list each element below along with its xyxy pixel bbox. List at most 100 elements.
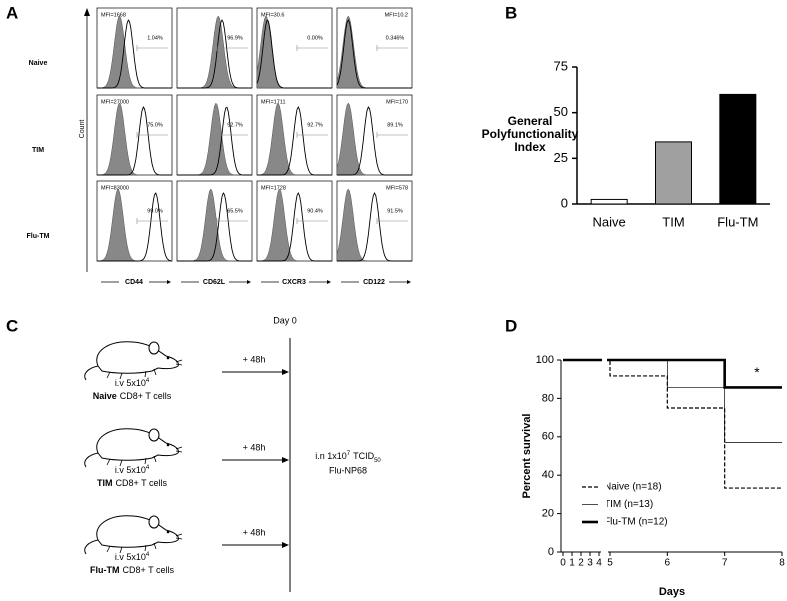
x-tick-label: Flu-TM [717, 214, 758, 229]
dose: i.v 5x10 [115, 378, 146, 388]
cell-label: Flu-TM CD8+ T cells [90, 565, 174, 575]
sample-histogram [97, 19, 172, 89]
dose: i.v 5x10 [115, 552, 146, 562]
column-label: CD122 [363, 279, 385, 286]
legend-label: TIM (n=13) [604, 499, 653, 510]
significance-annotation: * [754, 364, 760, 380]
row-label: Naive [29, 60, 48, 67]
arrow-head [282, 369, 289, 375]
percent-label: 92.7% [227, 122, 243, 128]
arrow-head [327, 280, 331, 284]
percent-label: 0.346% [386, 35, 405, 41]
delay-label: + 48h [243, 354, 266, 364]
sample-histogram [256, 19, 332, 89]
column-label: CXCR3 [282, 279, 306, 286]
panel-label: C [6, 316, 18, 335]
y-axis-label: General [508, 114, 553, 128]
panel-label: A [6, 3, 18, 22]
challenge-strain: Flu-NP68 [329, 465, 367, 475]
group-name: Naive [93, 391, 117, 401]
row-label: Flu-TM [27, 233, 50, 240]
arrow-head [407, 280, 411, 284]
x-tick-label: 2 [578, 558, 584, 569]
group-name: Flu-TM [90, 565, 120, 575]
axis-break [602, 356, 607, 552]
y-tick-label: 100 [536, 354, 554, 366]
dose: i.v 5x10 [115, 465, 146, 475]
sample-histogram [177, 18, 252, 89]
x-tick-label: TIM [662, 214, 684, 229]
y-axis-label: Percent survival [521, 414, 533, 499]
sample-histogram [337, 191, 412, 262]
unit: TCID [353, 451, 374, 461]
x-axis-label: Days [659, 586, 685, 598]
y-axis-label: Polyfunctionality [482, 127, 579, 141]
column-label: CD62L [203, 279, 226, 286]
flow-y-label: Count [79, 120, 86, 139]
arrow-head [84, 8, 90, 16]
panel-label: B [505, 3, 517, 22]
x-tick-label: 8 [779, 558, 785, 569]
mfi-label: MFI=27000 [101, 99, 129, 105]
y-tick-label: 60 [542, 431, 554, 443]
y-tick-label: 75 [554, 58, 568, 73]
cell-label: Naive CD8+ T cells [93, 391, 172, 401]
mouse-icon [84, 341, 183, 381]
row-label: TIM [32, 147, 44, 154]
y-tick-label: 80 [542, 392, 554, 404]
x-tick-label: 4 [596, 558, 602, 569]
arrow-head [282, 457, 289, 463]
sample-histogram [257, 105, 332, 176]
dose: i.n 1x10 [315, 451, 347, 461]
challenge-dose: i.n 1x107 TCID50 [315, 451, 381, 464]
dose-label: i.v 5x104 [115, 465, 150, 476]
exponent: 7 [347, 451, 351, 457]
x-tick-label: Naive [593, 214, 626, 229]
y-tick-label: 0 [561, 195, 568, 210]
percent-label: 65.5% [227, 208, 243, 214]
mfi-label: MFI=1711 [261, 99, 286, 105]
delay-label: + 48h [243, 527, 266, 537]
y-tick-label: 40 [542, 469, 554, 481]
cell-type: CD8+ T cells [116, 478, 168, 488]
dose-label: i.v 5x104 [115, 552, 150, 563]
x-tick-label: 3 [587, 558, 593, 569]
percent-label: 89.1% [387, 122, 403, 128]
x-tick-label: 6 [665, 558, 671, 569]
panel-label: D [505, 316, 517, 335]
mfi-label: MFI=83000 [101, 185, 129, 191]
mfi-label: MFI=30.6 [261, 12, 284, 18]
percent-label: 99.0% [147, 208, 163, 214]
x-tick-label: 7 [722, 558, 728, 569]
group-name: TIM [97, 478, 113, 488]
x-tick-label: 5 [607, 558, 613, 569]
percent-label: 1.04% [147, 35, 163, 41]
cell-type: CD8+ T cells [120, 391, 172, 401]
cell-label: TIM CD8+ T cells [97, 478, 167, 488]
day-label: Day 0 [273, 315, 297, 325]
sample-histogram [97, 192, 173, 262]
y-tick-label: 50 [554, 104, 568, 119]
bar [655, 141, 692, 205]
bar [590, 198, 628, 205]
sample-histogram [336, 18, 412, 89]
arrow-head [282, 542, 289, 548]
sample-histogram [177, 192, 252, 262]
percent-label: 90.4% [307, 208, 323, 214]
y-tick-label: 0 [548, 546, 554, 558]
charts: 0255075GeneralPolyfunctionalityIndexNaiv… [482, 58, 786, 597]
mouse-icon [84, 428, 183, 468]
survival-line [563, 358, 782, 389]
exponent: 4 [146, 378, 150, 384]
survival-line [563, 359, 782, 443]
percent-label: 92.7% [307, 122, 323, 128]
column-label: CD44 [125, 279, 143, 286]
mfi-label: MFI=1668 [101, 12, 126, 18]
mfi-label: MFI=1728 [261, 185, 286, 191]
percent-label: 75.0% [147, 122, 163, 128]
survival-line [563, 359, 782, 489]
x-tick-label: 0 [560, 558, 566, 569]
